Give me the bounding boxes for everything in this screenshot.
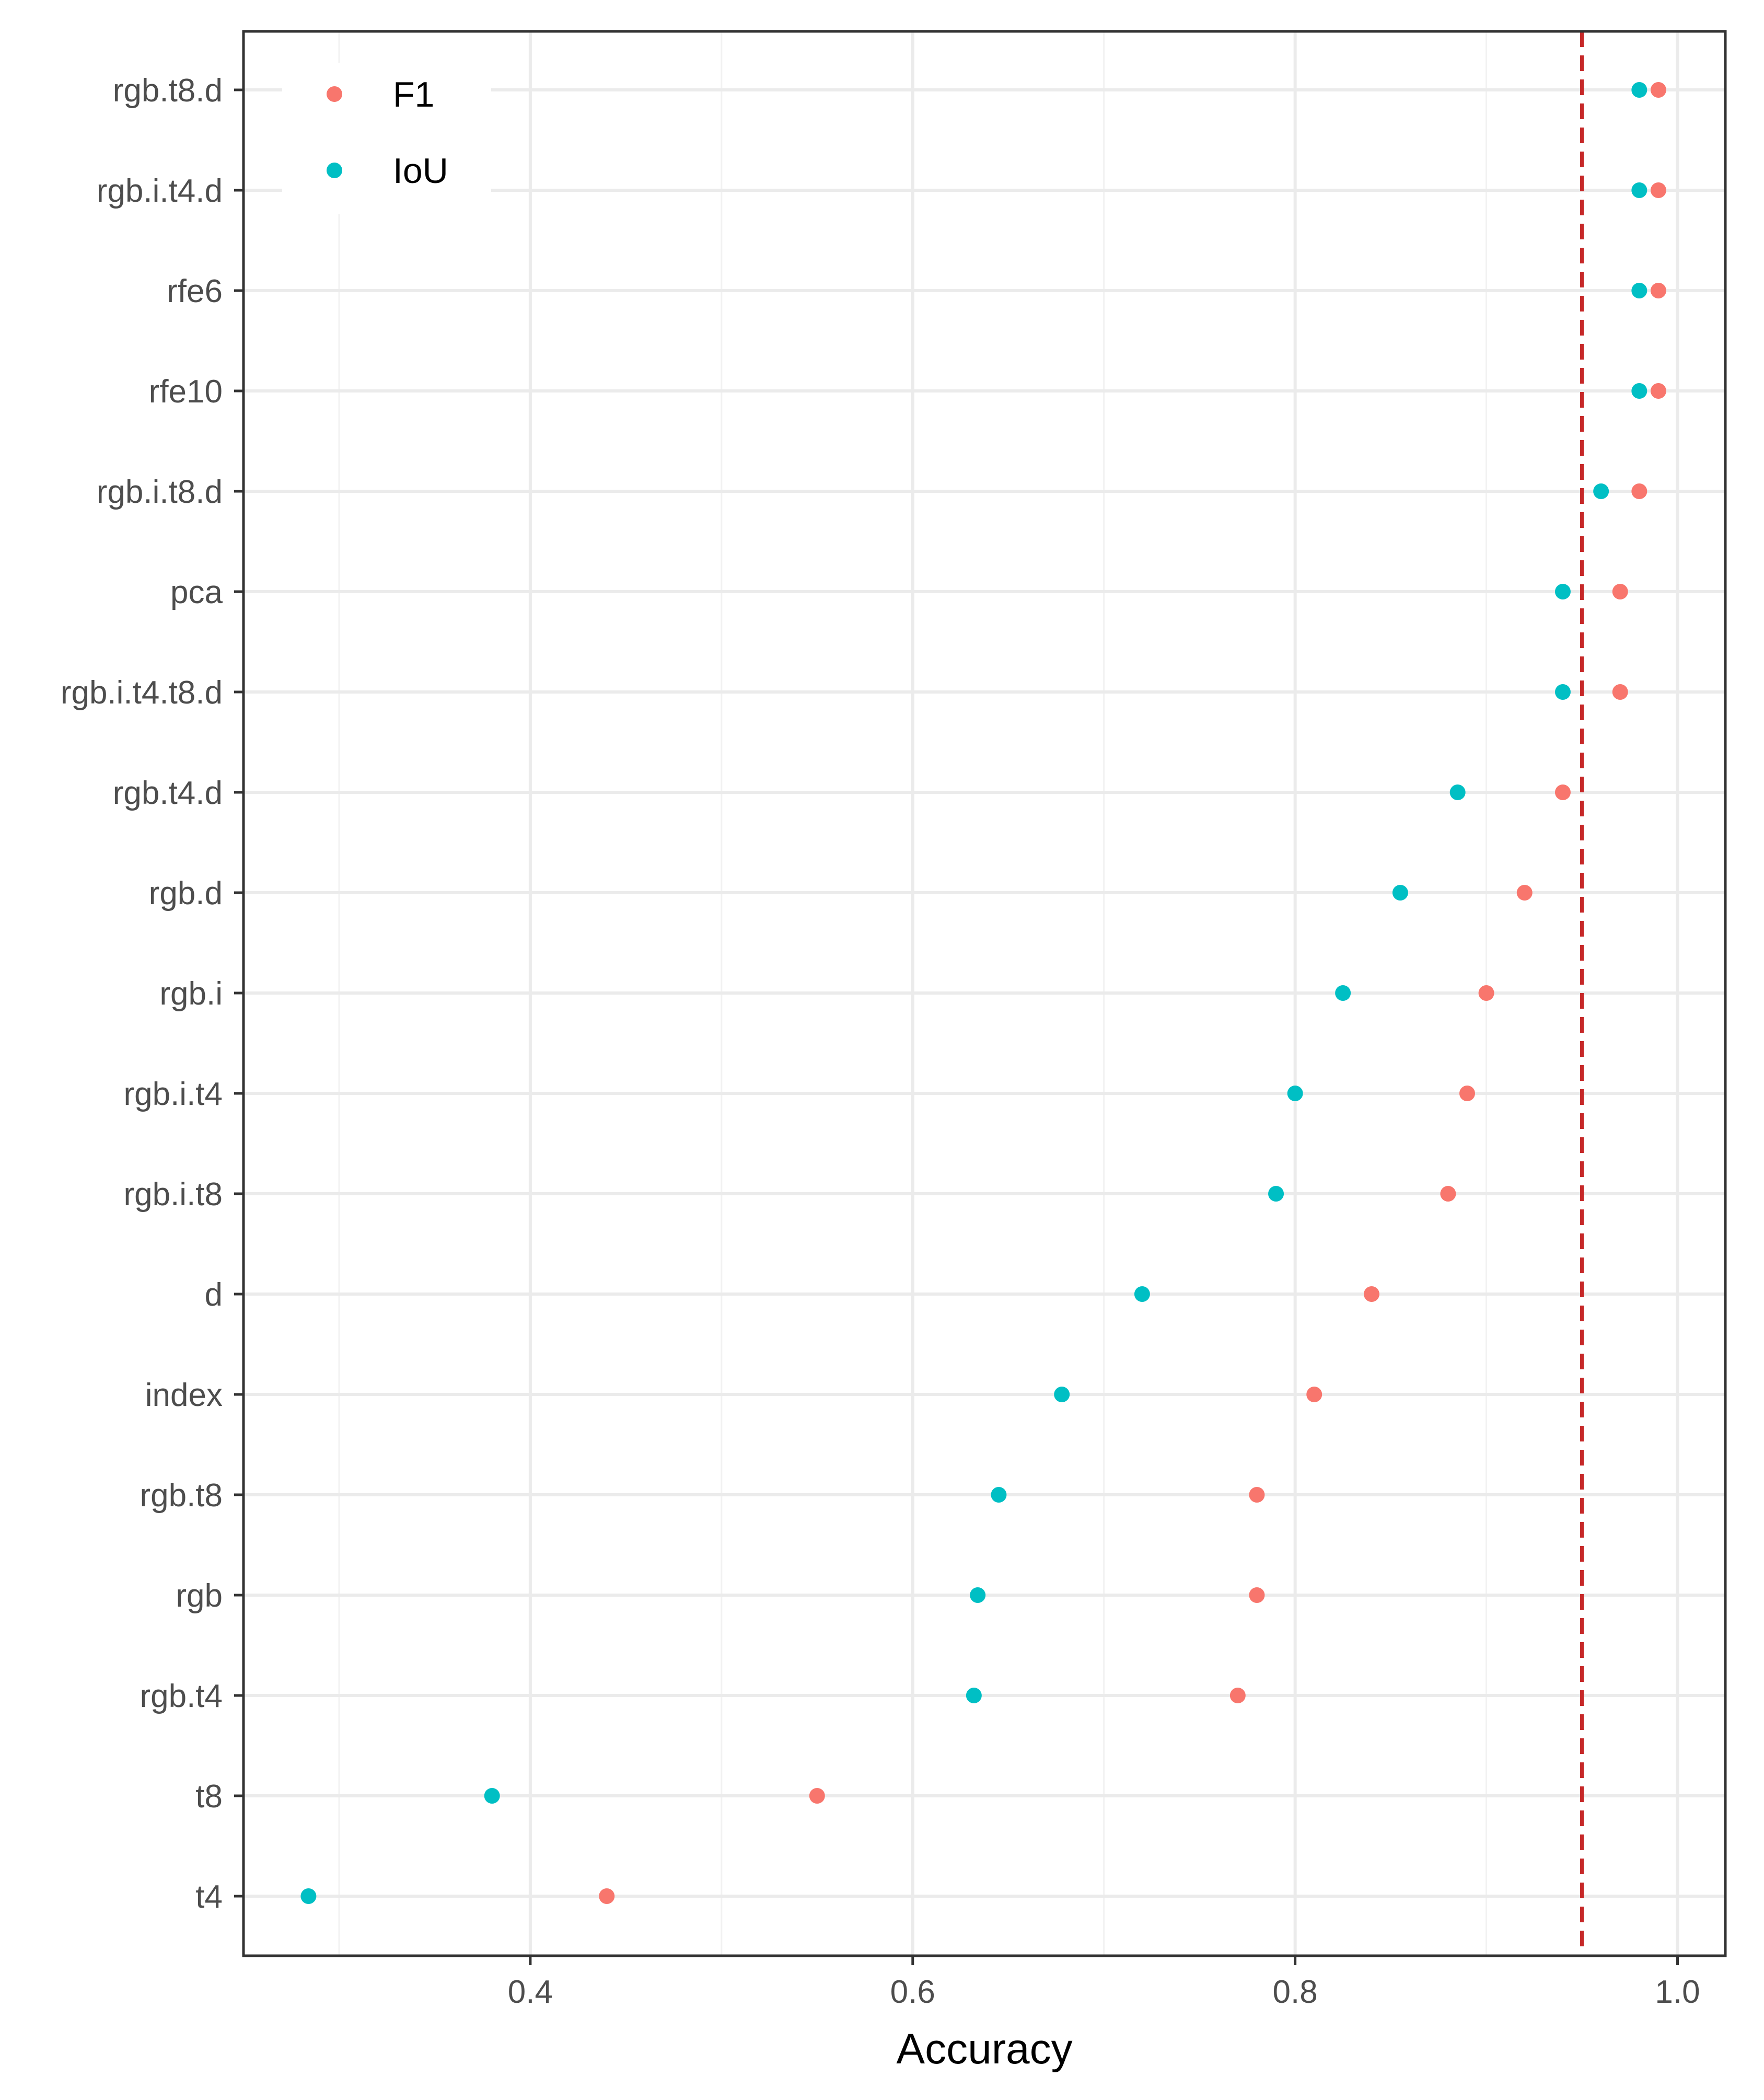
point-iou-t4 xyxy=(300,1888,317,1904)
category-label-rgb-i: rgb.i xyxy=(159,976,223,1012)
point-f1-rgb xyxy=(1249,1587,1265,1603)
point-f1-index xyxy=(1306,1387,1322,1402)
y-axis: rgb.t8.d rgb.i.t4.d rfe6 rfe10 rgb.i.t8.d pca… xyxy=(61,73,243,1915)
point-iou-rfe10 xyxy=(1631,383,1647,399)
category-label-pca: pca xyxy=(170,574,223,610)
category-label-rgb-i-t8: rgb.i.t8 xyxy=(123,1176,223,1213)
category-label-rgb-d: rgb.d xyxy=(149,875,223,911)
legend-label-iou: IoU xyxy=(393,151,448,191)
point-iou-rgb-t4-d xyxy=(1449,784,1466,800)
point-f1-rgb-i-t4-t8-d xyxy=(1612,684,1628,700)
point-f1-rgb-i xyxy=(1478,985,1494,1001)
point-iou-rgb-t8-d xyxy=(1631,82,1647,98)
point-f1-t4 xyxy=(599,1888,615,1904)
category-label-rgb-i-t4-d: rgb.i.t4.d xyxy=(97,173,223,209)
point-iou-rgb-i-t8-d xyxy=(1593,483,1609,499)
point-iou-rgb xyxy=(970,1587,986,1603)
category-label-rgb: rgb xyxy=(176,1578,223,1614)
point-iou-pca xyxy=(1554,584,1571,599)
category-label-rgb-i-t4: rgb.i.t4 xyxy=(123,1076,223,1112)
points xyxy=(300,82,1666,1904)
point-iou-rgb-t8 xyxy=(991,1487,1007,1503)
point-f1-rgb-t8-d xyxy=(1650,82,1666,98)
x-tick-label: 0.6 xyxy=(890,1974,935,2010)
point-iou-rgb-i-t8 xyxy=(1268,1186,1284,1202)
point-iou-rgb-d xyxy=(1392,885,1408,901)
x-tick-label: 1.0 xyxy=(1655,1974,1700,2010)
x-tick-label: 0.8 xyxy=(1273,1974,1318,2010)
point-f1-t8 xyxy=(809,1788,825,1804)
point-iou-rgb-i-t4-d xyxy=(1631,182,1647,198)
point-iou-d xyxy=(1134,1286,1150,1302)
point-f1-rgb-d xyxy=(1516,885,1533,901)
category-label-t4: t4 xyxy=(195,1879,223,1915)
point-f1-rgb-i-t4-d xyxy=(1650,182,1666,198)
category-label-rfe6: rfe6 xyxy=(167,273,223,309)
x-tick-label: 0.4 xyxy=(508,1974,553,2010)
point-f1-rfe10 xyxy=(1650,383,1666,399)
category-label-rfe10: rfe10 xyxy=(149,374,223,410)
category-label-rgb-t8-d: rgb.t8.d xyxy=(113,73,223,109)
point-f1-rgb-i-t4 xyxy=(1459,1086,1475,1101)
category-label-rgb-t4-d: rgb.t4.d xyxy=(113,775,223,811)
point-iou-rfe6 xyxy=(1631,283,1647,298)
point-f1-rgb-t4 xyxy=(1229,1688,1246,1703)
category-label-t8: t8 xyxy=(195,1779,223,1815)
category-label-d: d xyxy=(205,1277,223,1313)
x-axis: 0.4 0.6 0.8 1.0 xyxy=(508,1956,1700,2010)
point-f1-rgb-i-t8-d xyxy=(1631,483,1647,499)
category-label-index: index xyxy=(145,1377,223,1413)
point-iou-index xyxy=(1054,1387,1070,1402)
point-f1-rfe6 xyxy=(1650,283,1666,298)
point-f1-rgb-i-t8 xyxy=(1440,1186,1456,1202)
legend-background xyxy=(282,63,491,214)
point-iou-t8 xyxy=(484,1788,500,1804)
point-f1-pca xyxy=(1612,584,1628,599)
point-f1-rgb-t4-d xyxy=(1554,784,1571,800)
grid xyxy=(243,31,1725,1956)
x-axis-title: Accuracy xyxy=(896,2025,1072,2073)
point-f1-d xyxy=(1364,1286,1380,1302)
legend-key-f1 xyxy=(327,86,342,102)
category-label-rgb-t4: rgb.t4 xyxy=(140,1678,223,1714)
category-label-rgb-i-t4-t8-d: rgb.i.t4.t8.d xyxy=(61,675,223,711)
point-iou-rgb-i-t4 xyxy=(1287,1086,1303,1101)
point-iou-rgb-t4 xyxy=(966,1688,982,1703)
legend-label-f1: F1 xyxy=(393,75,434,114)
point-iou-rgb-i-t4-t8-d xyxy=(1554,684,1571,700)
legend: F1 IoU xyxy=(282,63,491,214)
category-label-rgb-i-t8-d: rgb.i.t8.d xyxy=(97,474,223,510)
point-iou-rgb-i xyxy=(1335,985,1351,1001)
point-f1-rgb-t8 xyxy=(1249,1487,1265,1503)
legend-key-iou xyxy=(327,163,342,178)
category-label-rgb-t8: rgb.t8 xyxy=(140,1478,223,1514)
